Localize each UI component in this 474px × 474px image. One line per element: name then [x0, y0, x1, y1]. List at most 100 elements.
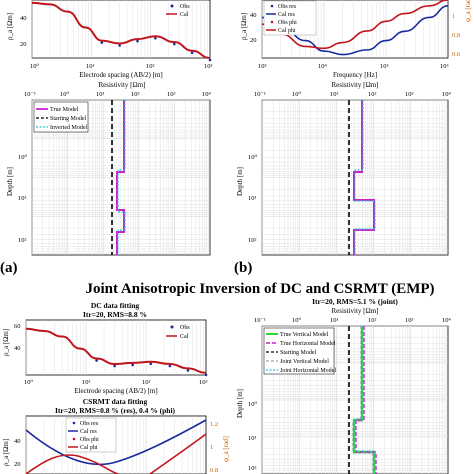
- legend-label: Obs phi: [80, 437, 99, 443]
- xtick: 10²: [142, 379, 151, 386]
- legend-label: Cal phi: [278, 28, 296, 34]
- obs-point: [95, 359, 98, 362]
- section-title: Joint Anisotropic Inversion of DC and CS…: [85, 281, 434, 297]
- legend-label: Starting Model: [280, 350, 316, 356]
- xtick: 10⁰: [292, 91, 302, 98]
- legend-label: Cal: [180, 334, 189, 340]
- obs-point: [190, 51, 194, 55]
- xtick: 10⁰: [60, 91, 70, 98]
- xtick: 10⁰: [30, 63, 40, 70]
- xtick: 10¹: [330, 91, 339, 98]
- y-axis-label: Depth [m]: [6, 167, 14, 196]
- xtick: 10⁻¹: [254, 91, 266, 98]
- y2-axis-label: φ_a [rad]: [464, 0, 472, 22]
- true-model-line: [353, 100, 375, 255]
- true-horizontal-model-line: [355, 326, 377, 474]
- obs-point: [168, 364, 172, 368]
- ytick: 10¹: [248, 435, 257, 442]
- xtick: 10⁻¹: [254, 317, 266, 324]
- legend-marker-obs: [170, 4, 174, 8]
- obs-point: [154, 36, 157, 40]
- x-axis-label: Electrode spacing (AB/2) [m]: [79, 71, 162, 79]
- ytick: 10¹: [248, 195, 257, 202]
- ytick: 20: [250, 37, 257, 44]
- y-axis-label: Depth [m]: [236, 389, 244, 418]
- legend-label: Joint Vertical Model: [280, 359, 329, 365]
- cal-phi-curve: [25, 454, 119, 474]
- chart-title: Itr=20, RMS=8.8 %: [83, 310, 147, 319]
- xtick: 10¹: [96, 91, 105, 98]
- cal-phi-curve: [261, 0, 449, 50]
- legend-label: True Vertical Model: [280, 332, 329, 338]
- xtick: 10⁴: [202, 91, 212, 98]
- true-vertical-model-line: [352, 326, 376, 474]
- y2tick: 1.2: [210, 421, 218, 428]
- xtick: 10¹: [86, 63, 95, 70]
- legend-marker: [170, 325, 174, 329]
- chart-b-model: Resistivity [Ωm] 10⁻¹ 10⁰ 10¹ 10² 10³ 10…: [236, 81, 452, 256]
- legend-label: Cal phi: [80, 445, 98, 451]
- chart-subtitle: DC data fitting: [91, 301, 140, 310]
- xtick: 10³: [405, 317, 414, 324]
- legend-label: Joint Horizontal Model: [280, 368, 336, 374]
- panel-label-a: (a): [0, 260, 18, 276]
- ytick: 10¹: [18, 195, 27, 202]
- obs-point: [131, 363, 134, 367]
- cal-curve: [25, 327, 207, 374]
- legend-label: Cal res: [80, 429, 97, 435]
- obs-point: [204, 373, 208, 377]
- y2tick: 0.6: [452, 51, 461, 58]
- x-axis-label: Resistivity [Ωm]: [331, 81, 378, 89]
- chart-a-top: 20 40 10⁰ 10¹ 10² 10³ Electrode spacing …: [6, 0, 213, 79]
- chart-c-csrmt: CSRMT data fitting Itr=20, RMS=0.8 % (re…: [2, 397, 230, 474]
- xtick: 10⁰: [292, 317, 302, 324]
- x-axis-label: Resistivity [Ωm]: [98, 81, 145, 89]
- xtick: 10³: [258, 63, 267, 70]
- cal-curve: [31, 1, 211, 59]
- joint-horizontal-model-line: [354, 326, 376, 474]
- legend-label: Obs phi: [278, 20, 297, 26]
- legend: Obs res Cal res Obs phi Cal phi: [65, 417, 117, 453]
- y2tick: 1: [452, 13, 455, 20]
- xtick: 10³: [204, 63, 213, 70]
- chart-subtitle: CSRMT data fitting: [83, 397, 148, 406]
- obs-point: [149, 362, 153, 366]
- ytick: 10⁰: [248, 154, 258, 161]
- legend-label: Inverted Model: [50, 125, 87, 131]
- y2tick: 1: [210, 444, 213, 451]
- xtick: 10³: [199, 379, 208, 386]
- xtick: 10²: [368, 317, 377, 324]
- chart-title: Itr=20, RMS=5.1 % (joint): [312, 297, 398, 306]
- y-axis-label: ρ_a [Ωm]: [2, 439, 10, 466]
- ytick: 10²: [248, 237, 257, 244]
- x-axis-label: Resistivity [Ωm]: [331, 307, 378, 315]
- xtick: 10⁴: [442, 317, 452, 324]
- legend-marker: [72, 421, 76, 425]
- chart-a-model: Resistivity [Ωm] 10⁻¹ 10⁰ 10¹ 10² 10³ 10…: [6, 81, 212, 256]
- xtick: 10²: [131, 91, 140, 98]
- legend-label: Obs res: [80, 421, 99, 427]
- xtick: 10⁻¹: [24, 91, 36, 98]
- legend: Obs res Cal res Obs phi Cal phi: [263, 0, 317, 36]
- xtick: 10⁴: [318, 63, 328, 70]
- chart-c-dc: DC data fitting Itr=20, RMS=8.8 % 40 60 …: [2, 301, 208, 395]
- legend-label: Obs res: [278, 4, 297, 10]
- obs-point: [136, 39, 139, 43]
- y2-axis-label: φ_a [rad]: [222, 436, 230, 462]
- x-axis-label: Electrode spacing (AB/2) [m]: [74, 387, 157, 395]
- x-axis-label: Frequency [Hz]: [333, 71, 377, 79]
- cal-phi-curve: [149, 433, 207, 474]
- legend: True Model Starting Model Inverted Model: [33, 101, 89, 133]
- legend: Obs Cal: [166, 325, 190, 340]
- ytick: 40: [250, 12, 257, 19]
- obs-point: [208, 58, 212, 62]
- ytick: 10²: [248, 465, 257, 472]
- chart-title: Itr=20, RMS=0.8 % (res), 0.4 % (phi): [55, 406, 176, 415]
- y-axis-label: ρ_a [Ωm]: [2, 329, 10, 356]
- chart-c-model: Itr=20, RMS=5.1 % (joint) Resistivity [Ω…: [236, 297, 452, 474]
- legend-box: [263, 327, 335, 375]
- legend-label: True Horizontal Model: [280, 341, 336, 347]
- legend-label-obs: Obs: [180, 4, 190, 10]
- y2tick: 0.8: [452, 32, 460, 39]
